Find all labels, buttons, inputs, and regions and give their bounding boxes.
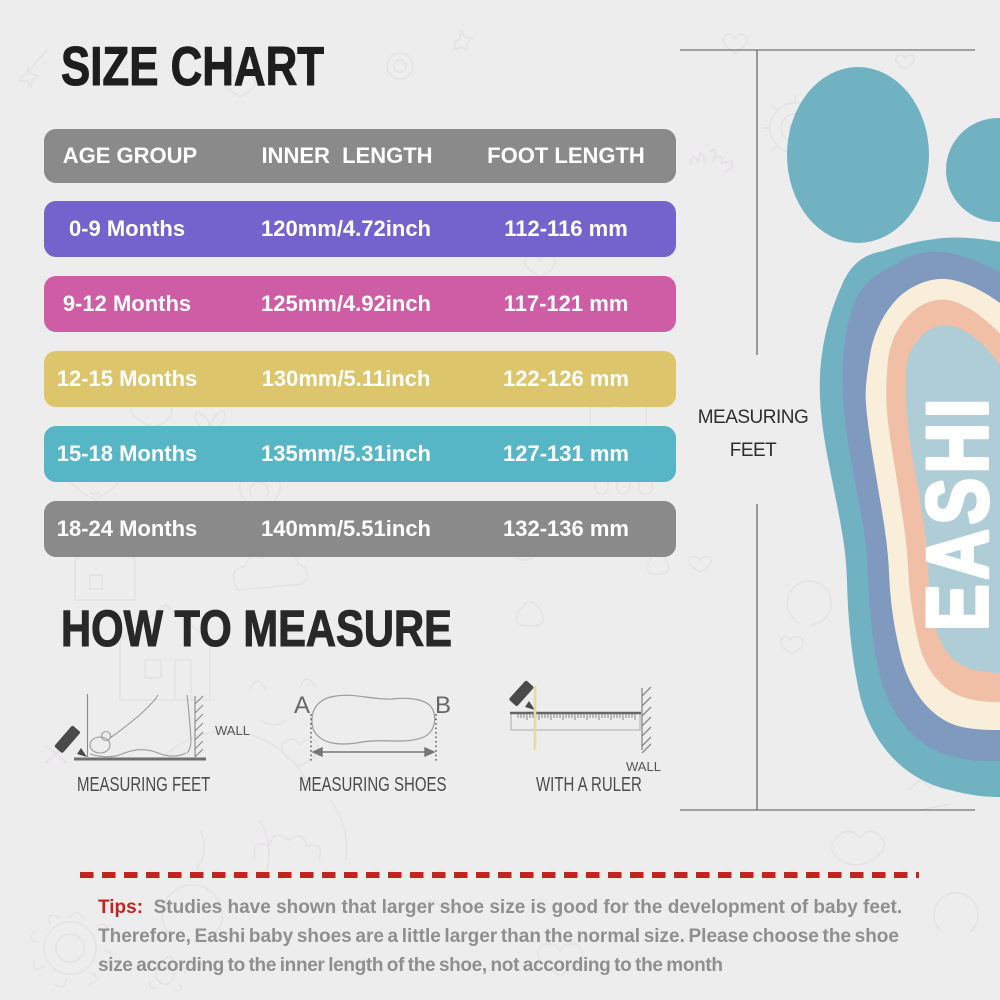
svg-text:EASHI: EASHI [909, 394, 1000, 631]
